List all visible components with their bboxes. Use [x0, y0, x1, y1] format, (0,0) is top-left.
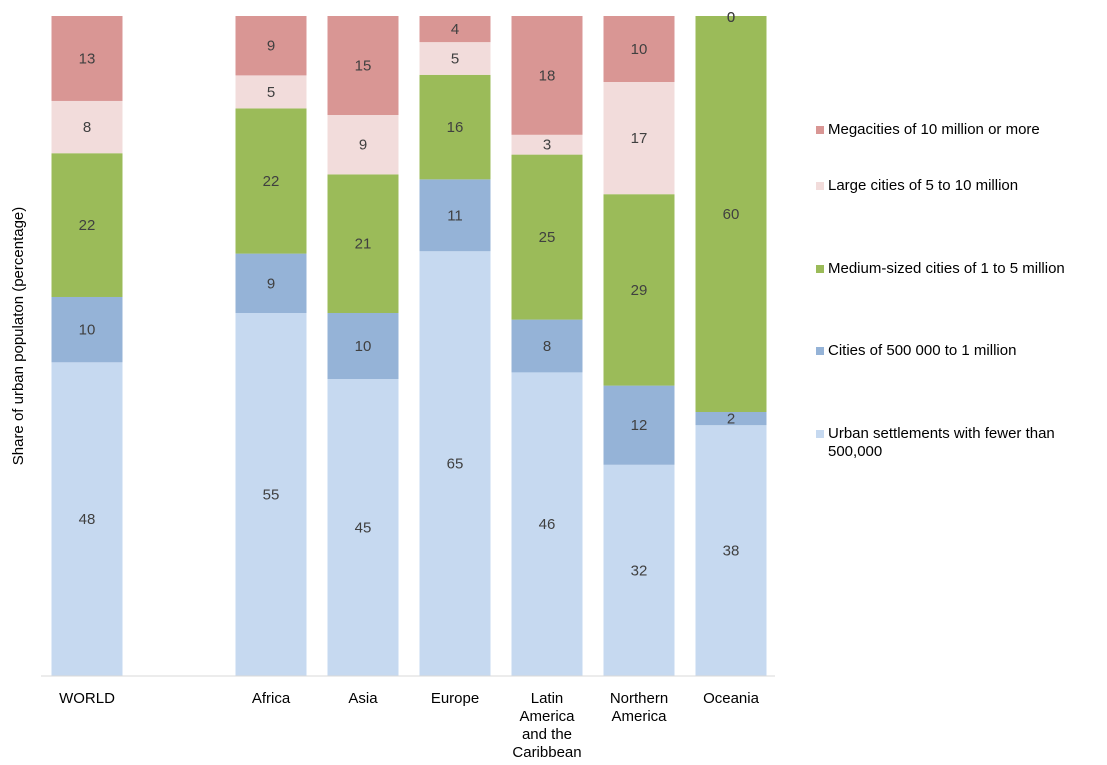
- data-label: 2: [727, 411, 735, 428]
- category-label: Oceania: [703, 690, 760, 707]
- legend-item: Urban settlements with fewer than 500,000: [816, 425, 1106, 461]
- data-label: 5: [267, 84, 275, 101]
- bar-segment: [603, 16, 675, 82]
- bar-segment: [51, 296, 123, 363]
- data-label: 10: [355, 338, 372, 355]
- data-label: 38: [723, 543, 740, 560]
- bar-segment: [327, 16, 399, 115]
- bar-segment: [235, 313, 307, 676]
- data-label: 8: [83, 119, 91, 136]
- data-label: 18: [539, 67, 556, 84]
- legend-swatch: [816, 430, 824, 438]
- bar-segment: [511, 134, 583, 155]
- data-label: 5: [451, 50, 459, 67]
- bar-segment: [51, 362, 123, 676]
- legend-label: Urban settlements with fewer than 500,000: [828, 425, 1055, 460]
- data-label: 60: [723, 206, 740, 223]
- data-label: 22: [263, 173, 280, 190]
- bar-segment: [419, 74, 491, 180]
- legend-item: Cities of 500 000 to 1 million: [816, 342, 1106, 360]
- bar-segment: [603, 464, 675, 676]
- legend-swatch: [816, 182, 824, 190]
- category-label: Asia: [348, 690, 378, 707]
- category-labels: WORLD Africa Asia Europe Latin America and the…: [59, 690, 760, 761]
- data-label: 13: [79, 50, 96, 67]
- bar-segment: [419, 16, 491, 43]
- data-label: 10: [631, 41, 648, 58]
- data-label: 10: [79, 322, 96, 339]
- bar-segment: [511, 154, 583, 320]
- data-label: 4: [451, 21, 459, 38]
- legend-item: Megacities of 10 million or more: [816, 121, 1106, 139]
- category-label: Northern America: [610, 690, 668, 725]
- data-label: 22: [79, 217, 96, 234]
- data-label: 55: [263, 487, 280, 504]
- data-label: 48: [79, 511, 96, 528]
- legend-label: Large cities of 5 to 10 million: [828, 177, 1019, 194]
- data-label: 9: [267, 275, 275, 292]
- bar-segment: [327, 115, 399, 175]
- bar-segment: [511, 319, 583, 373]
- data-label: 8: [543, 338, 551, 355]
- bar-segment: [235, 75, 307, 109]
- bar-segment: [235, 108, 307, 254]
- y-axis-label: Share of urban populaton (percentage): [10, 207, 27, 466]
- bar-segment: [695, 412, 767, 426]
- bar-segment: [51, 100, 123, 154]
- bar-segment: [51, 16, 123, 101]
- category-label: Europe: [431, 690, 479, 707]
- bar-segment: [603, 194, 675, 386]
- bar-segment: [235, 253, 307, 313]
- legend-item: Large cities of 5 to 10 million: [816, 177, 1106, 195]
- data-label: 21: [355, 236, 372, 253]
- bar-segment: [327, 174, 399, 313]
- data-label: 29: [631, 282, 648, 299]
- data-label: 12: [631, 417, 648, 434]
- data-label: 16: [447, 119, 464, 136]
- bar-segment: [603, 385, 675, 465]
- category-label: Africa: [252, 690, 291, 707]
- data-label: 9: [359, 137, 367, 154]
- data-label: 0: [727, 9, 735, 26]
- bar-segment: [235, 16, 307, 76]
- legend-label: Megacities of 10 million or more: [828, 121, 1040, 138]
- bar-segment: [51, 153, 123, 297]
- data-label: 11: [447, 207, 463, 224]
- bar-segment: [695, 16, 767, 412]
- legend-item: Medium-sized cities of 1 to 5 million: [816, 260, 1106, 278]
- legend-label: Medium-sized cities of 1 to 5 million: [828, 260, 1065, 277]
- legend-swatch: [816, 347, 824, 355]
- data-label: 3: [543, 137, 551, 154]
- data-label: 46: [539, 516, 556, 533]
- data-label: 17: [631, 130, 648, 147]
- data-label: 25: [539, 229, 556, 246]
- bar-segment: [327, 379, 399, 676]
- bar-segment: [327, 313, 399, 379]
- bar-segment: [511, 372, 583, 676]
- bar-segment: [695, 425, 767, 676]
- data-label: 15: [355, 58, 372, 75]
- data-label: 45: [355, 520, 372, 537]
- data-label: 0: [727, 9, 735, 26]
- bar-segment: [511, 16, 583, 135]
- bar-segment: [419, 179, 491, 252]
- legend-swatch: [816, 126, 824, 134]
- bar-segment: [419, 251, 491, 676]
- legend-label: Cities of 500 000 to 1 million: [828, 342, 1017, 359]
- legend-swatch: [816, 265, 824, 273]
- data-label: 32: [631, 562, 648, 579]
- bar-segment: [603, 82, 675, 195]
- bars-group: 48 10 22 8 13 55 9 22 5 9 45 10 21 9 15 65 11 16 5 4 46 8 25 3 1…: [51, 9, 767, 676]
- bar-segment: [419, 42, 491, 75]
- category-label: WORLD: [59, 690, 115, 707]
- category-label: Latin America and the Caribbean: [512, 690, 581, 761]
- data-label: 65: [447, 456, 464, 473]
- data-label: 9: [267, 38, 275, 55]
